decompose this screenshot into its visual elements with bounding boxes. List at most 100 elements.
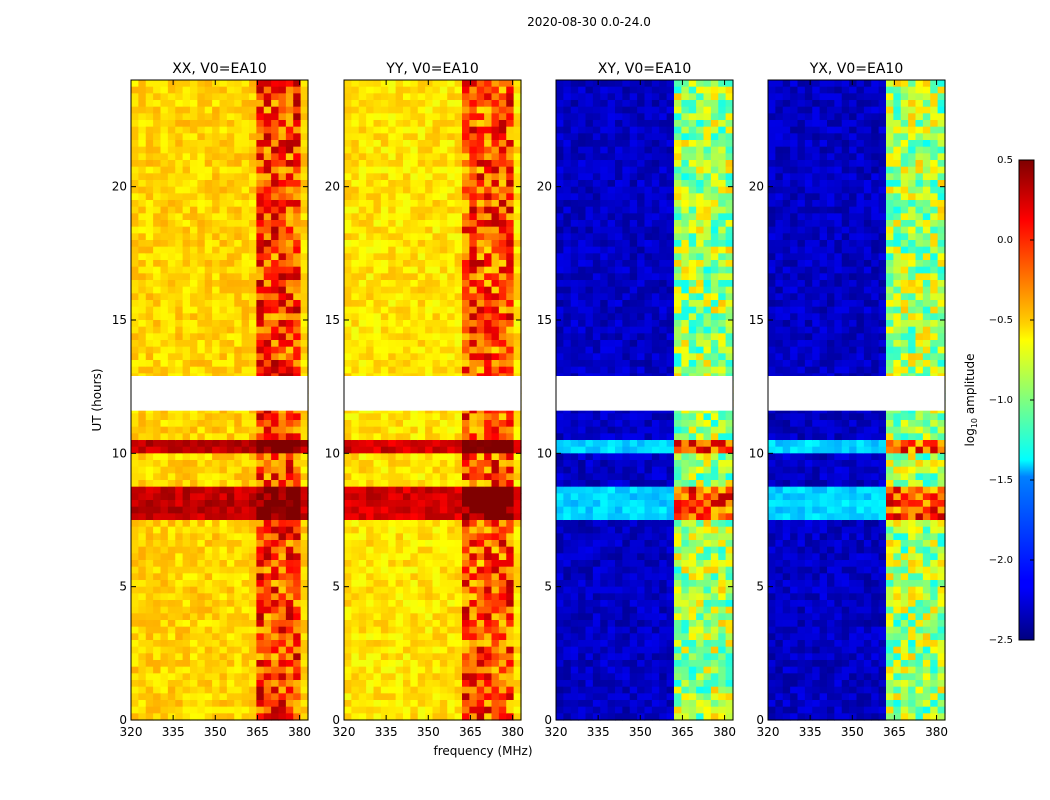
heatmap-cell <box>300 413 309 421</box>
heatmap-cell <box>432 340 441 348</box>
heatmap-cell <box>138 660 147 668</box>
heatmap-cell <box>439 653 448 661</box>
heatmap-cell <box>300 326 309 334</box>
heatmap-cell <box>344 673 352 681</box>
heatmap-cell <box>513 513 522 521</box>
heatmap-cell <box>563 106 572 114</box>
heatmap-cell <box>204 160 213 168</box>
heatmap-cell <box>513 593 522 601</box>
heatmap-cell <box>403 513 411 521</box>
heatmap-cell <box>469 266 478 274</box>
heatmap-cell <box>432 320 441 328</box>
heatmap-cell <box>491 260 500 268</box>
heatmap-cell <box>190 306 198 314</box>
heatmap-cell <box>241 513 250 521</box>
heatmap-cell <box>131 120 139 128</box>
heatmap-cell <box>285 226 294 234</box>
heatmap-cell <box>366 266 375 274</box>
heatmap-cell <box>491 593 500 601</box>
heatmap-cell <box>160 526 169 534</box>
heatmap-cell <box>454 286 463 294</box>
heatmap-cell <box>212 186 221 194</box>
heatmap-cell <box>358 646 367 654</box>
heatmap-cell <box>153 346 162 354</box>
heatmap-cell <box>256 640 265 648</box>
heatmap-cell <box>513 166 522 174</box>
heatmap-cell <box>484 646 493 654</box>
heatmap-cell <box>182 433 191 441</box>
heatmap-cell <box>380 86 389 94</box>
heatmap-cell <box>358 620 367 628</box>
heatmap-cell <box>226 540 235 548</box>
heatmap-cell <box>145 120 154 128</box>
heatmap-cell <box>476 153 485 161</box>
heatmap-cell <box>160 126 169 134</box>
heatmap-cell <box>167 306 176 314</box>
heatmap-cell <box>403 246 411 254</box>
heatmap-cell <box>234 513 243 521</box>
heatmap-cell <box>469 233 478 241</box>
heatmap-cell <box>138 526 147 534</box>
heatmap-cell <box>366 153 375 161</box>
heatmap-cell <box>417 580 426 588</box>
heatmap-cell <box>131 673 139 681</box>
heatmap-cell <box>153 546 162 554</box>
heatmap-cell <box>204 493 213 501</box>
heatmap-cell <box>285 80 294 88</box>
heatmap-cell <box>131 486 139 494</box>
heatmap-cell <box>249 260 257 268</box>
heatmap-cell <box>300 106 309 114</box>
heatmap-cell <box>380 353 389 361</box>
heatmap-cell <box>175 360 184 368</box>
heatmap-cell <box>293 113 302 121</box>
heatmap-cell <box>358 533 367 541</box>
heatmap-cell <box>212 626 221 634</box>
heatmap-cell <box>175 693 184 701</box>
heatmap-cell <box>344 313 352 321</box>
heatmap-cell <box>454 193 463 201</box>
heatmap-cell <box>425 573 434 581</box>
heatmap-cell <box>278 560 287 568</box>
heatmap-cell <box>300 466 309 474</box>
heatmap-cell <box>285 600 294 608</box>
heatmap-cell <box>256 500 265 508</box>
heatmap-cell <box>190 646 198 654</box>
heatmap-cell <box>344 146 352 154</box>
heatmap-cell <box>439 660 448 668</box>
heatmap-cell <box>380 573 389 581</box>
heatmap-cell <box>351 453 360 461</box>
heatmap-cell <box>167 640 176 648</box>
heatmap-cell <box>366 320 375 328</box>
heatmap-cell <box>484 573 493 581</box>
heatmap-cell <box>498 293 507 301</box>
heatmap-cell <box>469 240 478 248</box>
heatmap-cell <box>256 533 265 541</box>
heatmap-cell <box>570 133 579 141</box>
heatmap-cell <box>439 506 448 514</box>
heatmap-cell <box>256 646 265 654</box>
heatmap-cell <box>498 246 507 254</box>
heatmap-cell <box>410 446 419 454</box>
heatmap-cell <box>300 473 309 481</box>
heatmap-cell <box>249 460 257 468</box>
heatmap-cell <box>578 146 587 154</box>
heatmap-cell <box>403 180 411 188</box>
heatmap-cell <box>476 353 485 361</box>
heatmap-cell <box>344 653 352 661</box>
heatmap-cell <box>403 646 411 654</box>
heatmap-cell <box>469 440 478 448</box>
heatmap-cell <box>293 660 302 668</box>
heatmap-cell <box>241 226 250 234</box>
heatmap-cell <box>395 580 404 588</box>
heatmap-cell <box>226 600 235 608</box>
heatmap-cell <box>439 366 448 374</box>
heatmap-cell <box>410 173 419 181</box>
heatmap-cell <box>556 440 564 448</box>
heatmap-cell <box>190 686 198 694</box>
heatmap-cell <box>204 453 213 461</box>
heatmap-cell <box>432 293 441 301</box>
heatmap-cell <box>138 86 147 94</box>
heatmap-cell <box>145 320 154 328</box>
heatmap-cell <box>175 80 184 88</box>
heatmap-cell <box>498 280 507 288</box>
